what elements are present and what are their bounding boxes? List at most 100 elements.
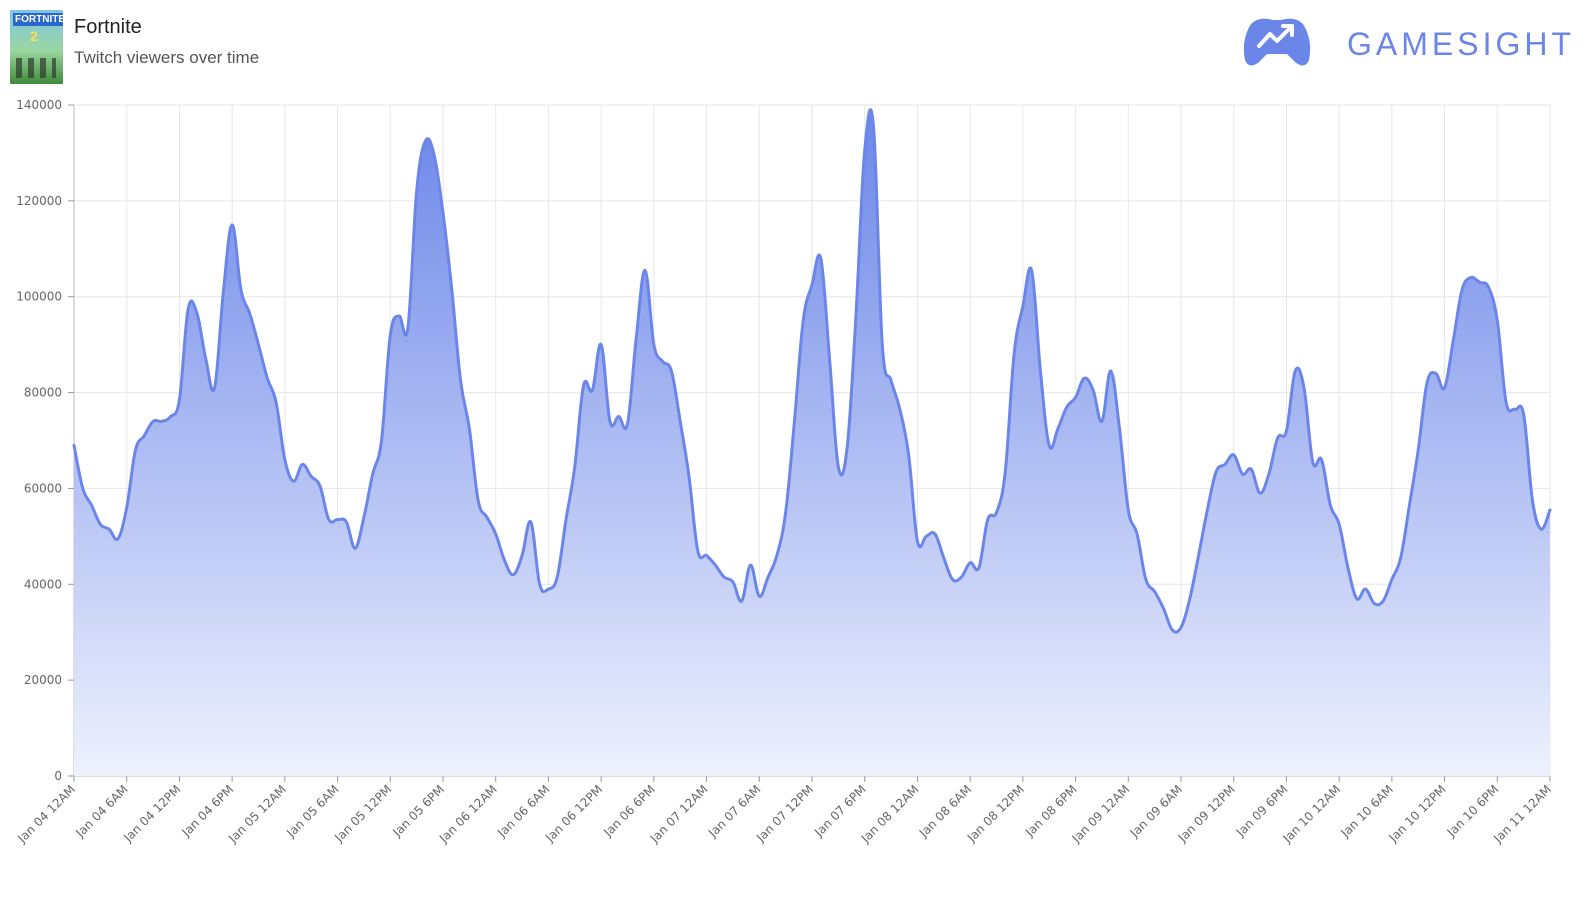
data-point <box>371 473 374 476</box>
data-point <box>1180 626 1183 629</box>
data-point <box>951 578 954 581</box>
data-point <box>1215 470 1218 473</box>
data-point <box>854 314 857 317</box>
x-tick-label: Jan 04 12AM <box>14 782 78 846</box>
data-point <box>925 535 928 538</box>
data-point <box>327 518 330 521</box>
data-point <box>626 422 629 425</box>
data-point <box>1487 286 1490 289</box>
data-point <box>169 415 172 418</box>
data-point <box>591 389 594 392</box>
game-cover-image: FORTNITE 2 <box>10 10 63 84</box>
data-point <box>600 343 603 346</box>
data-point <box>503 559 506 562</box>
x-tick-label: Jan 07 6AM <box>705 782 763 840</box>
data-point <box>969 561 972 564</box>
data-point <box>239 288 242 291</box>
data-point <box>696 549 699 552</box>
data-point <box>644 269 647 272</box>
brand-logo: GAMESIGHT <box>1237 10 1571 70</box>
data-point <box>1382 600 1385 603</box>
data-point <box>1285 429 1288 432</box>
data-point <box>1057 427 1060 430</box>
data-point <box>310 475 313 478</box>
x-tick-label: Jan 05 6AM <box>283 782 341 840</box>
data-point <box>1136 532 1139 535</box>
data-point <box>1004 470 1007 473</box>
game-cover-season-number: 2 <box>30 28 38 44</box>
data-point <box>152 420 155 423</box>
data-point <box>1320 458 1323 461</box>
data-point <box>257 343 260 346</box>
data-point <box>863 149 866 152</box>
series-layer <box>72 108 1552 776</box>
data-point <box>521 554 524 557</box>
data-point <box>354 547 357 550</box>
x-tick-label: Jan 09 6PM <box>1233 782 1291 840</box>
data-point <box>890 379 893 382</box>
series-line <box>72 108 1552 634</box>
data-point <box>319 485 322 488</box>
data-point <box>389 334 392 337</box>
data-point <box>1346 566 1349 569</box>
data-point <box>345 520 348 523</box>
data-point <box>116 537 119 540</box>
data-point <box>802 319 805 322</box>
x-tick-label: Jan 06 6PM <box>600 782 658 840</box>
data-point <box>846 446 849 449</box>
data-point <box>424 139 427 142</box>
data-point <box>986 518 989 521</box>
data-point <box>837 465 840 468</box>
data-point <box>1267 473 1270 476</box>
data-point <box>1100 420 1103 423</box>
data-point <box>187 307 190 310</box>
data-point <box>398 314 401 317</box>
data-point <box>767 576 770 579</box>
x-tick-label: Jan 08 6AM <box>916 782 974 840</box>
y-tick-label: 80000 <box>24 386 62 400</box>
data-point <box>1469 276 1472 279</box>
data-point <box>143 434 146 437</box>
data-point <box>942 556 945 559</box>
data-point <box>275 401 278 404</box>
data-point <box>740 600 743 603</box>
data-point <box>1013 353 1016 356</box>
series-area-fill <box>74 109 1550 776</box>
data-point <box>81 487 84 490</box>
data-point <box>573 465 576 468</box>
data-point <box>872 125 875 128</box>
data-point <box>178 398 181 401</box>
data-point <box>1364 588 1367 591</box>
data-point <box>1522 413 1525 416</box>
data-point <box>1390 578 1393 581</box>
data-point <box>1513 408 1516 411</box>
data-point <box>380 439 383 442</box>
data-point <box>811 283 814 286</box>
data-point <box>556 576 559 579</box>
data-point <box>301 463 304 466</box>
data-point <box>934 532 937 535</box>
data-point <box>1461 288 1464 291</box>
game-title: Fortnite <box>74 16 142 38</box>
data-point <box>749 564 752 567</box>
y-tick-label: 60000 <box>24 481 62 495</box>
data-point <box>204 358 207 361</box>
data-point <box>222 290 225 293</box>
data-point <box>679 420 682 423</box>
data-point <box>196 312 199 315</box>
data-point <box>661 360 664 363</box>
data-point <box>442 211 445 214</box>
data-point <box>1434 372 1437 375</box>
data-point <box>819 257 822 260</box>
data-point <box>248 312 251 315</box>
data-point <box>538 583 541 586</box>
data-point <box>547 588 550 591</box>
data-point <box>582 384 585 387</box>
data-point <box>73 444 76 447</box>
y-tick-label: 0 <box>54 769 62 783</box>
y-tick-label: 20000 <box>24 673 62 687</box>
data-point <box>1197 554 1200 557</box>
data-point <box>415 190 418 193</box>
data-point <box>565 518 568 521</box>
data-point <box>828 358 831 361</box>
